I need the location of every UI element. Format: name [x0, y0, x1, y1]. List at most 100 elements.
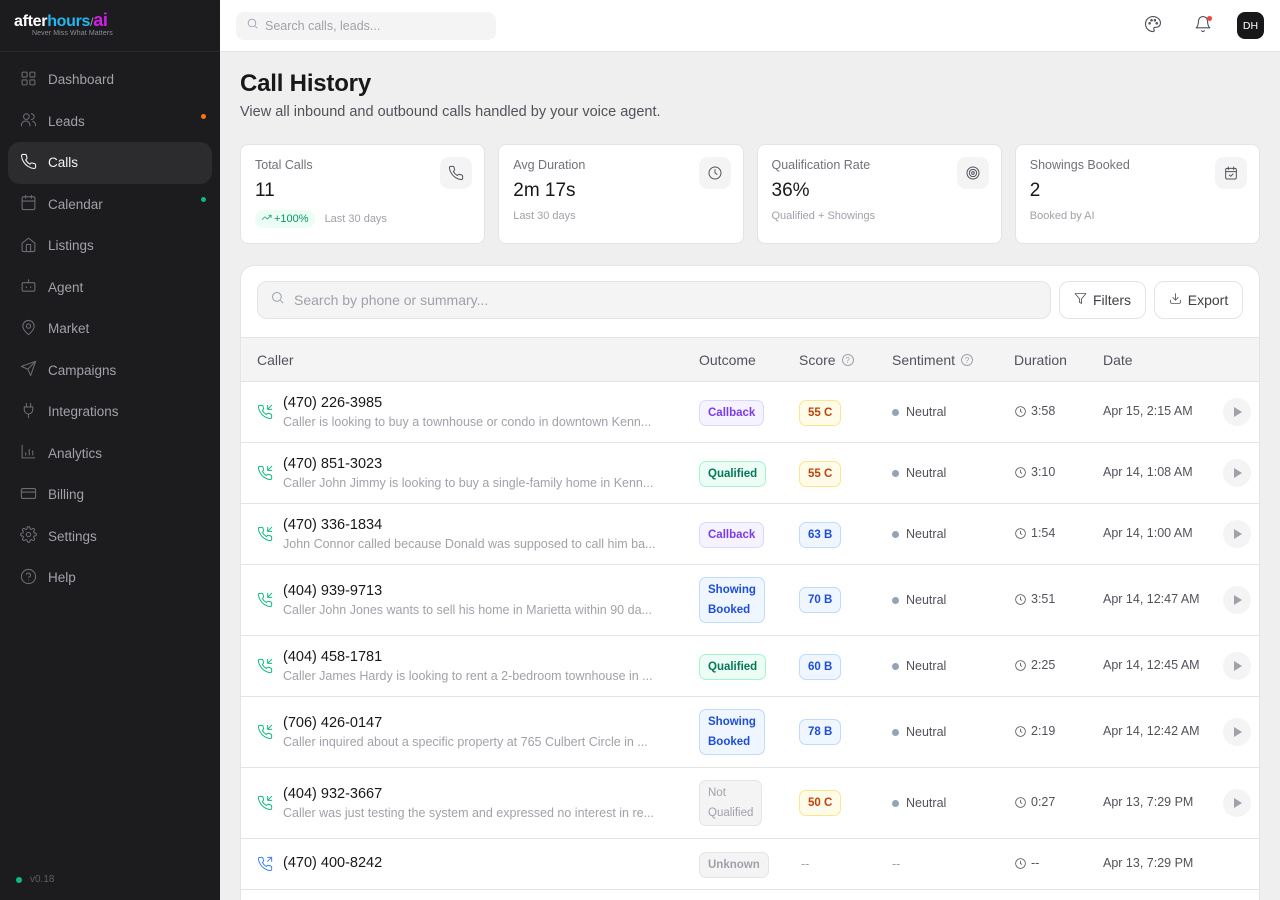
target-icon — [956, 157, 989, 189]
phone-incoming-icon — [257, 658, 273, 674]
clock-icon — [1015, 659, 1026, 671]
brand-logo[interactable]: afterhours/ai Never Miss What Matters — [0, 0, 220, 52]
help-icon[interactable]: ? — [961, 354, 974, 366]
duration-value: -- — [1031, 856, 1040, 870]
sidebar-nav: Dashboard Leads Calls Calendar Listings … — [0, 52, 220, 599]
notifications-button[interactable] — [1191, 14, 1215, 38]
outcome-badge: Showing Booked — [699, 709, 765, 755]
sidebar-item-settings[interactable]: Settings — [8, 516, 212, 558]
table-row[interactable]: (470) 226-3985 Caller is looking to buy … — [241, 382, 1259, 443]
sidebar-item-help[interactable]: Help — [8, 557, 212, 599]
score-badge: 50 C — [799, 790, 842, 816]
outcome-badge: Not Qualified — [699, 780, 763, 826]
play-recording-button[interactable] — [1223, 789, 1251, 817]
call-summary: Caller inquired about a specific propert… — [283, 735, 648, 749]
sidebar-item-leads[interactable]: Leads — [8, 101, 212, 143]
sidebar-item-listings[interactable]: Listings — [8, 225, 212, 267]
gear-icon — [20, 526, 37, 546]
sidebar-item-billing[interactable]: Billing — [8, 474, 212, 516]
duration-value: 1:54 — [1031, 526, 1056, 540]
column-header-caller[interactable]: Caller — [257, 352, 294, 368]
table-toolbar: Filters Export — [241, 266, 1259, 337]
global-search[interactable] — [236, 12, 496, 40]
sentiment: Neutral — [892, 659, 946, 673]
page-subtitle: View all inbound and outbound calls hand… — [240, 104, 661, 120]
call-date: Apr 14, 12:47 AM — [1103, 592, 1200, 606]
score-badge: 70 B — [799, 587, 842, 613]
sentiment-label: Neutral — [906, 725, 947, 739]
global-search-input[interactable] — [265, 19, 485, 33]
calls-table: Filters Export Caller Outcome Score? Sen… — [240, 265, 1260, 900]
table-row[interactable]: (404) 939-9713 Caller John Jones wants t… — [241, 565, 1259, 636]
duration-value: 2:19 — [1031, 724, 1056, 738]
sidebar-item-analytics[interactable]: Analytics — [8, 433, 212, 475]
table-row[interactable]: (404) 932-3667 Caller was just testing t… — [241, 768, 1259, 839]
table-search[interactable] — [257, 281, 1051, 319]
play-recording-button[interactable] — [1223, 718, 1251, 746]
call-date: Apr 14, 1:08 AM — [1103, 465, 1193, 479]
export-button[interactable]: Export — [1154, 281, 1243, 319]
column-header-duration[interactable]: Duration — [1014, 352, 1067, 368]
table-row[interactable]: (470) 336-1834 John Connor called becaus… — [241, 504, 1259, 565]
play-recording-button[interactable] — [1223, 520, 1251, 548]
caller-phone: (470) 226-3985 — [283, 395, 383, 411]
sidebar-item-campaigns[interactable]: Campaigns — [8, 350, 212, 392]
theme-button[interactable] — [1141, 14, 1165, 38]
column-label: Duration — [1014, 352, 1067, 368]
stat-value: 2m 17s — [513, 180, 576, 201]
clock-icon — [698, 157, 731, 189]
phone-incoming-icon — [257, 404, 273, 420]
sidebar-item-agent[interactable]: Agent — [8, 267, 212, 309]
play-recording-button[interactable] — [1223, 586, 1251, 614]
sidebar-item-dashboard[interactable]: Dashboard — [8, 59, 212, 101]
sentiment-label: Neutral — [906, 659, 947, 673]
call-summary: Caller John Jimmy is looking to buy a si… — [283, 476, 654, 490]
map-pin-icon — [20, 319, 37, 339]
help-icon[interactable]: ? — [841, 354, 854, 366]
sidebar-item-label: Listings — [48, 238, 94, 254]
score-badge: 63 B — [799, 522, 842, 548]
sidebar-item-integrations[interactable]: Integrations — [8, 391, 212, 433]
trend-value: +100% — [274, 213, 309, 225]
export-label: Export — [1187, 292, 1229, 308]
filters-button[interactable]: Filters — [1059, 281, 1146, 319]
column-label: Sentiment — [892, 352, 956, 368]
stat-label: Total Calls — [255, 158, 313, 172]
sentiment-label: Neutral — [906, 593, 947, 607]
column-header-score[interactable]: Score? — [799, 352, 854, 368]
sidebar-item-market[interactable]: Market — [8, 308, 212, 350]
duration-value: 2:25 — [1031, 658, 1056, 672]
sidebar-item-calls[interactable]: Calls — [8, 142, 212, 184]
grid-icon — [20, 70, 37, 90]
topbar: DH — [220, 0, 1280, 52]
sentiment-dot — [892, 662, 899, 670]
page-title: Call History — [240, 70, 371, 97]
duration: 2:25 — [1014, 658, 1055, 672]
play-recording-button[interactable] — [1223, 398, 1251, 426]
column-header-outcome[interactable]: Outcome — [699, 352, 756, 368]
status-dot — [16, 876, 22, 883]
column-header-sentiment[interactable]: Sentiment? — [892, 352, 974, 368]
play-recording-button[interactable] — [1223, 459, 1251, 487]
clock-icon — [1015, 593, 1026, 605]
credit-card-icon — [20, 485, 37, 505]
score-badge: 55 C — [799, 400, 842, 426]
table-row[interactable]: (404) 458-1781 Caller James Hardy is loo… — [241, 636, 1259, 697]
column-header-date[interactable]: Date — [1103, 352, 1133, 368]
sidebar-item-calendar[interactable]: Calendar — [8, 184, 212, 226]
play-recording-button[interactable] — [1223, 652, 1251, 680]
version-label: v0.18 — [30, 874, 55, 885]
outcome-badge: Callback — [699, 400, 765, 426]
outcome-badge: Unknown — [699, 852, 769, 878]
table-search-input[interactable] — [294, 292, 994, 308]
stat-label: Qualification Rate — [771, 158, 871, 172]
sidebar-item-label: Agent — [48, 279, 84, 295]
duration-value: 3:10 — [1031, 465, 1056, 479]
table-row[interactable]: (706) 426-0147 Caller inquired about a s… — [241, 697, 1259, 768]
table-row[interactable]: (470) 400-8242 Unknown -- -- -- Apr 13, … — [241, 839, 1259, 890]
phone-icon — [20, 153, 37, 173]
user-avatar[interactable]: DH — [1237, 12, 1264, 39]
call-summary: John Connor called because Donald was su… — [283, 537, 656, 551]
table-row[interactable]: (470) 851-3023 Caller John Jimmy is look… — [241, 443, 1259, 504]
notification-dot — [201, 196, 206, 202]
